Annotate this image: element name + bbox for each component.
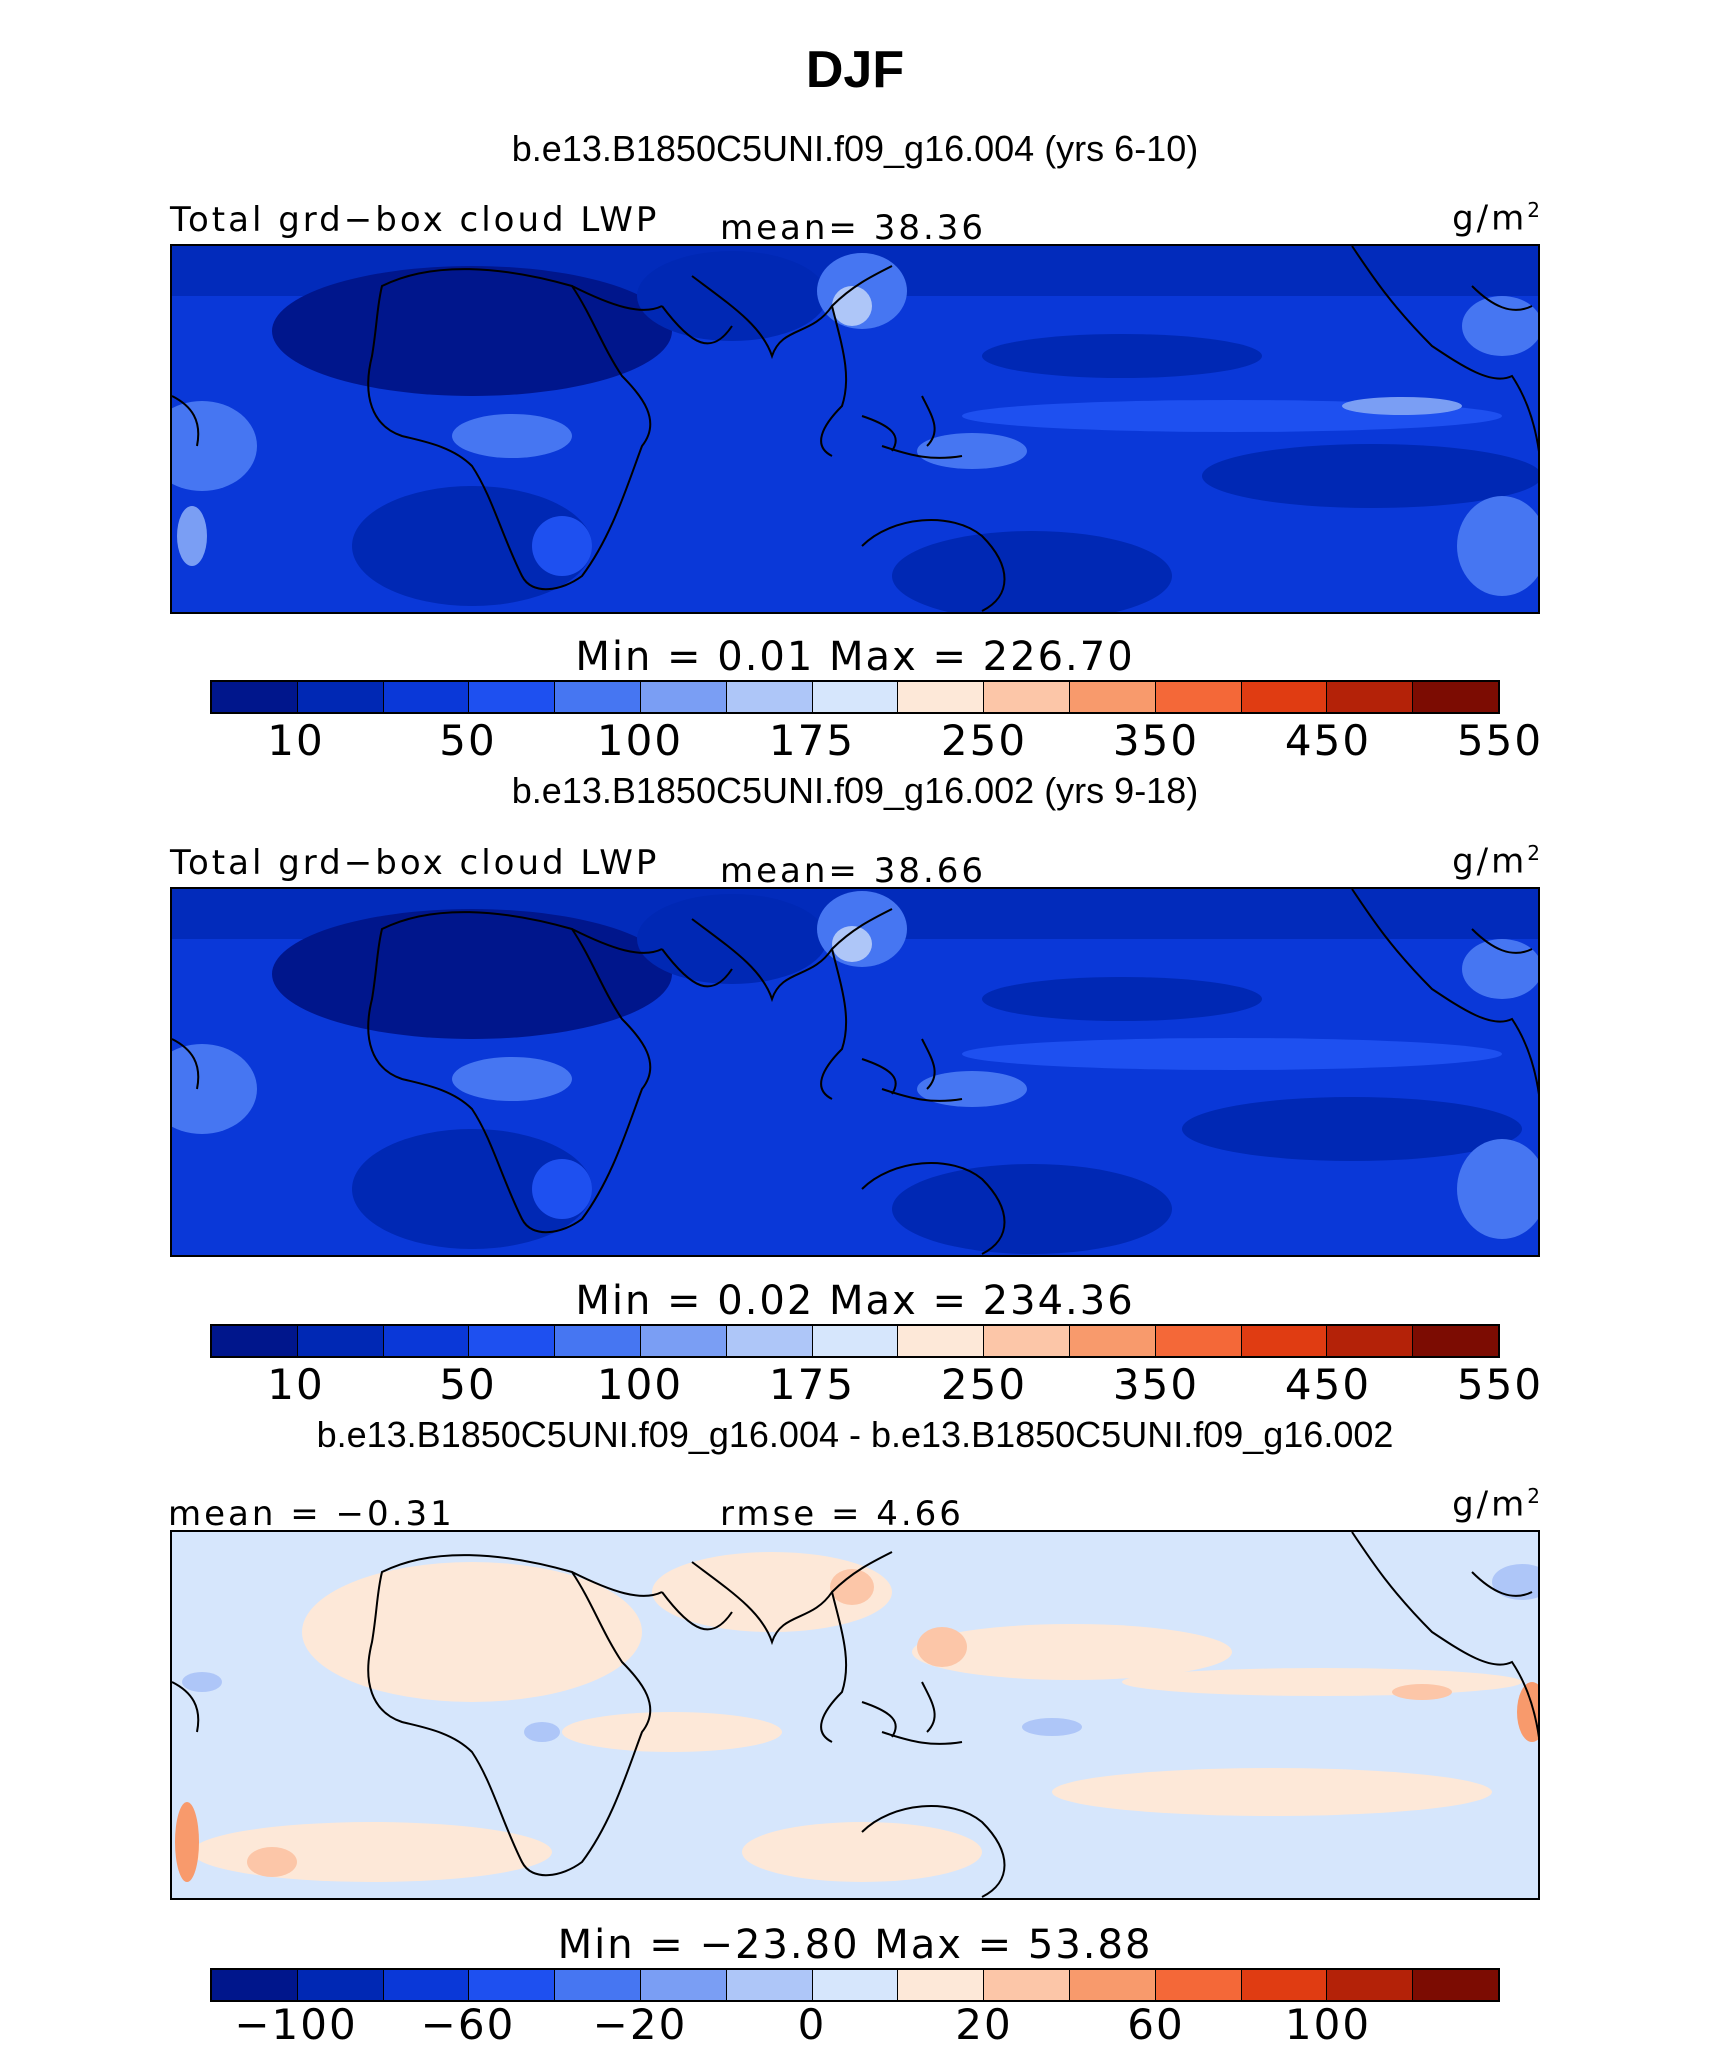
panel-3-map xyxy=(170,1530,1540,1900)
colorbar-cell xyxy=(383,682,470,712)
panel-1-map xyxy=(170,244,1540,614)
colorbar-tick-label: −20 xyxy=(592,2000,688,2049)
colorbar-cell xyxy=(1069,682,1156,712)
panel-3-case-title: b.e13.B1850C5UNI.f09_g16.004 - b.e13.B18… xyxy=(316,1414,1394,1455)
colorbar-tick-label: 100 xyxy=(596,716,684,765)
panel-2-map xyxy=(170,887,1540,1257)
colorbar-cell xyxy=(984,1326,1070,1356)
colorbar-cell xyxy=(1069,1326,1156,1356)
panel-2-colorbar-ticks: 10 50 100 175 250 350 450 550 xyxy=(210,1360,1541,1410)
colorbar-cell xyxy=(1413,1326,1498,1356)
colorbar-tick-label: −100 xyxy=(234,2000,358,2049)
colorbar-cell xyxy=(1155,1326,1242,1356)
colorbar-cell xyxy=(898,1326,985,1356)
colorbar-cell xyxy=(812,682,899,712)
colorbar-tick-label: 100 xyxy=(1284,2000,1372,2049)
panel-2-case-title: b.e13.B1850C5UNI.f09_g16.002 (yrs 9-18) xyxy=(511,770,1199,811)
colorbar-cell xyxy=(212,1326,298,1356)
colorbar-cell xyxy=(1155,1970,1242,2000)
panel-3-rmse-label: rmse = 4.66 xyxy=(720,1494,964,1534)
colorbar-cell xyxy=(898,682,985,712)
panel-2-colorbar xyxy=(210,1324,1500,1358)
colorbar-tick-label: 175 xyxy=(768,1360,856,1409)
figure-title: DJF xyxy=(805,41,905,99)
colorbar-cell xyxy=(726,1970,813,2000)
colorbar-tick-label: 50 xyxy=(439,1360,497,1409)
colorbar-cell xyxy=(297,1326,384,1356)
colorbar-cell xyxy=(984,1970,1070,2000)
panel-1-colorbar-ticks: 10 50 100 175 250 350 450 550 xyxy=(210,716,1541,766)
colorbar-tick-label: 250 xyxy=(940,1360,1028,1409)
colorbar-tick-label: 175 xyxy=(768,716,856,765)
colorbar-tick-label: 450 xyxy=(1284,716,1372,765)
panel-3-colorbar-ticks: −100 −60 −20 0 20 60 100 xyxy=(210,2000,1500,2050)
panel-2-min-max: Min = 0.02 Max = 234.36 xyxy=(575,1278,1135,1324)
panel-3-units: g/m2 xyxy=(1452,1484,1540,1525)
colorbar-tick-label: 10 xyxy=(267,1360,325,1409)
colorbar-tick-label: 0 xyxy=(797,2000,827,2049)
panel-3-colorbar xyxy=(210,1968,1500,2002)
colorbar-tick-label: 350 xyxy=(1112,1360,1200,1409)
panel-3-coastlines xyxy=(172,1532,1538,1898)
colorbar-cell xyxy=(1155,682,1242,712)
colorbar-tick-label: 250 xyxy=(940,716,1028,765)
colorbar-cell xyxy=(383,1326,470,1356)
colorbar-cell xyxy=(640,1326,727,1356)
colorbar-cell xyxy=(297,1970,384,2000)
colorbar-cell xyxy=(640,682,727,712)
colorbar-cell xyxy=(1327,682,1414,712)
colorbar-tick-label: 10 xyxy=(267,716,325,765)
colorbar-tick-label: 550 xyxy=(1456,716,1544,765)
panel-1-mean-label: mean= 38.36 xyxy=(720,208,987,248)
colorbar-cell xyxy=(1413,682,1498,712)
panel-1-variable-label: Total grd−box cloud LWP xyxy=(170,200,660,240)
colorbar-cell xyxy=(297,682,384,712)
colorbar-cell xyxy=(469,1970,556,2000)
colorbar-tick-label: 60 xyxy=(1127,2000,1185,2049)
colorbar-cell xyxy=(469,682,556,712)
colorbar-tick-label: 100 xyxy=(596,1360,684,1409)
panel-3-mean-label: mean = −0.31 xyxy=(168,1494,455,1534)
colorbar-tick-label: 20 xyxy=(955,2000,1013,2049)
panel-1-coastlines xyxy=(172,246,1538,612)
colorbar-tick-label: 550 xyxy=(1456,1360,1544,1409)
colorbar-cell xyxy=(1327,1326,1414,1356)
colorbar-cell xyxy=(1413,1970,1498,2000)
colorbar-cell xyxy=(1241,1970,1328,2000)
panel-2-coastlines xyxy=(172,889,1538,1255)
colorbar-cell xyxy=(812,1970,899,2000)
colorbar-tick-label: 50 xyxy=(439,716,497,765)
panel-3-difference-field xyxy=(172,1532,1538,1898)
colorbar-cell xyxy=(555,682,641,712)
colorbar-cell xyxy=(1327,1970,1414,2000)
panel-1-min-max: Min = 0.01 Max = 226.70 xyxy=(575,634,1135,680)
colorbar-tick-label: 450 xyxy=(1284,1360,1372,1409)
colorbar-cell xyxy=(898,1970,985,2000)
colorbar-cell xyxy=(212,1970,298,2000)
panel-1-colorbar xyxy=(210,680,1500,714)
panel-1-case-title: b.e13.B1850C5UNI.f09_g16.004 (yrs 6-10) xyxy=(511,128,1199,169)
colorbar-cell xyxy=(640,1970,727,2000)
panel-2-units: g/m2 xyxy=(1452,841,1540,882)
colorbar-cell xyxy=(726,1326,813,1356)
panel-1-lwp-field xyxy=(172,246,1538,612)
panel-2-variable-label: Total grd−box cloud LWP xyxy=(170,843,660,883)
colorbar-cell xyxy=(984,682,1070,712)
panel-1-units: g/m2 xyxy=(1452,198,1540,239)
panel-3-min-max: Min = −23.80 Max = 53.88 xyxy=(557,1922,1153,1968)
colorbar-tick-label: −60 xyxy=(420,2000,516,2049)
panel-2-mean-label: mean= 38.66 xyxy=(720,851,987,891)
colorbar-cell xyxy=(726,682,813,712)
colorbar-cell xyxy=(555,1970,641,2000)
colorbar-cell xyxy=(212,682,298,712)
colorbar-cell xyxy=(1069,1970,1156,2000)
panel-2-lwp-field xyxy=(172,889,1538,1255)
colorbar-tick-label: 350 xyxy=(1112,716,1200,765)
colorbar-cell xyxy=(1241,682,1328,712)
colorbar-cell xyxy=(383,1970,470,2000)
colorbar-cell xyxy=(812,1326,899,1356)
colorbar-cell xyxy=(469,1326,556,1356)
colorbar-cell xyxy=(555,1326,641,1356)
colorbar-cell xyxy=(1241,1326,1328,1356)
